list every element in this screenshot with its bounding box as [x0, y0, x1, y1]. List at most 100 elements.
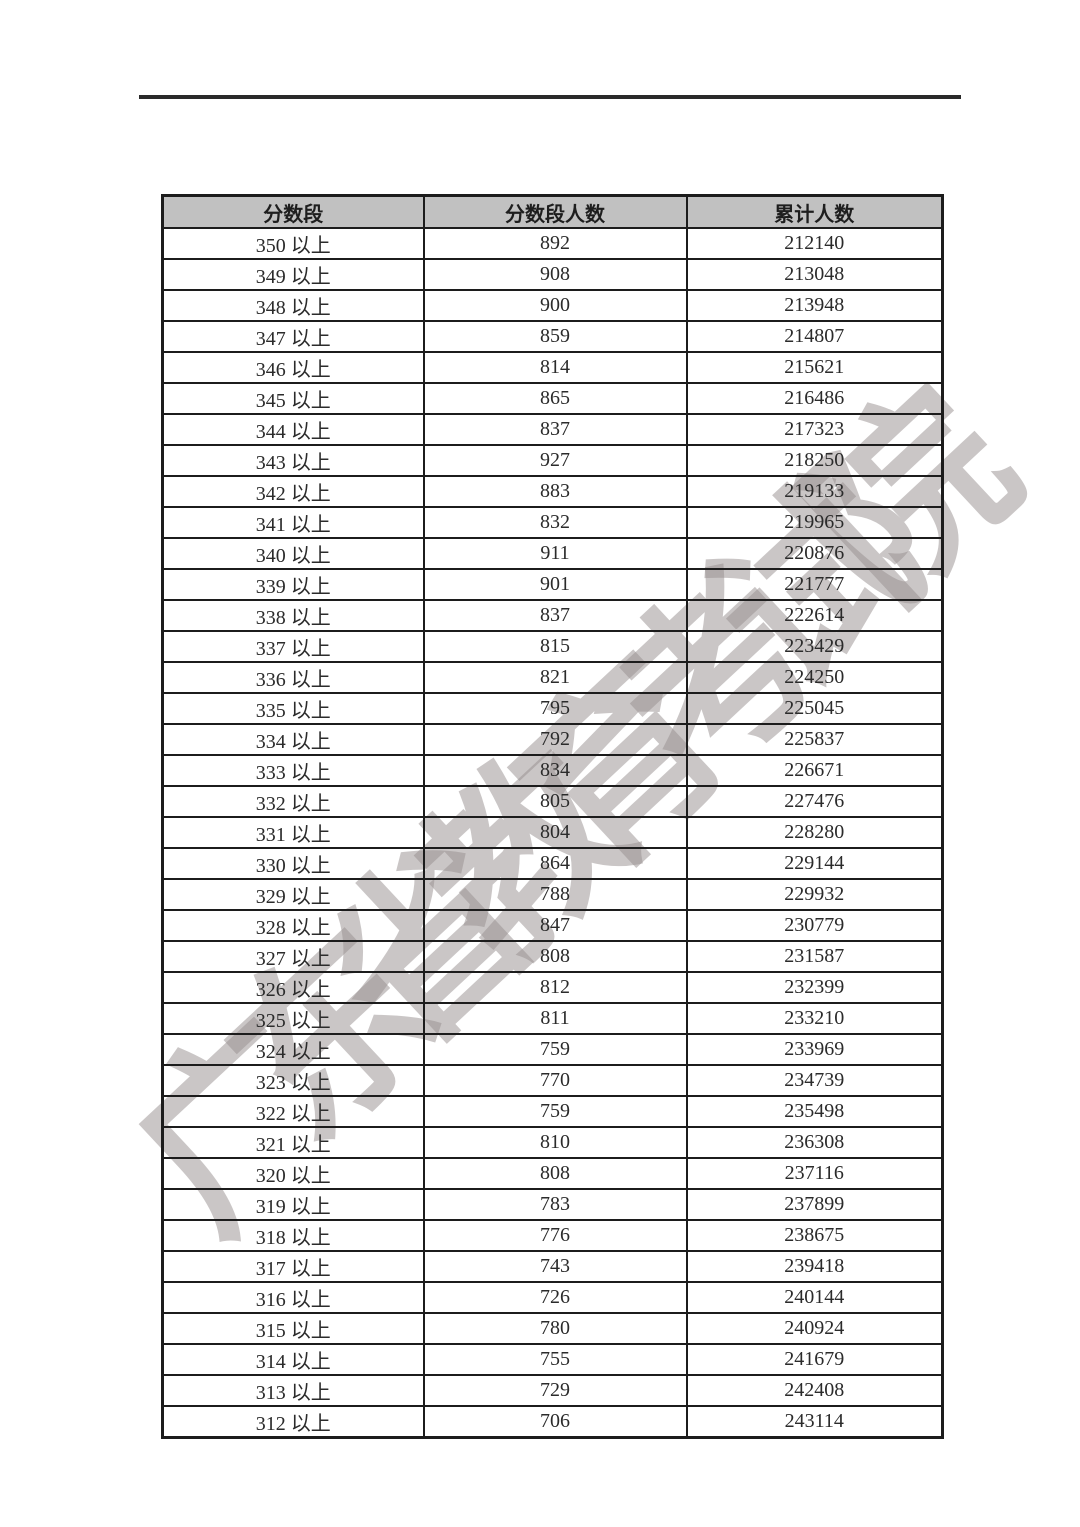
score-range-cell: 335 以上 — [161, 692, 425, 725]
score-range-cell: 318 以上 — [161, 1219, 425, 1252]
table-row: 327 以上 808 231587 — [161, 940, 944, 973]
table-row: 326 以上 812 232399 — [161, 971, 944, 1004]
segment-count-cell: 805 — [422, 785, 688, 818]
score-range-cell: 343 以上 — [161, 444, 425, 477]
segment-count-cell: 810 — [422, 1126, 688, 1159]
header-segment-count: 分数段人数 — [422, 194, 688, 229]
table-row: 341 以上 832 219965 — [161, 506, 944, 539]
table-row: 323 以上 770 234739 — [161, 1064, 944, 1097]
cumulative-count-cell: 243114 — [685, 1405, 944, 1439]
score-range-cell: 316 以上 — [161, 1281, 425, 1314]
table-row: 313 以上 729 242408 — [161, 1374, 944, 1407]
score-range-cell: 330 以上 — [161, 847, 425, 880]
score-range-cell: 350 以上 — [161, 227, 425, 260]
score-range-cell: 321 以上 — [161, 1126, 425, 1159]
cumulative-count-cell: 228280 — [685, 816, 944, 849]
score-range-cell: 349 以上 — [161, 258, 425, 291]
segment-count-cell: 865 — [422, 382, 688, 415]
score-range-cell: 319 以上 — [161, 1188, 425, 1221]
cumulative-count-cell: 222614 — [685, 599, 944, 632]
segment-count-cell: 811 — [422, 1002, 688, 1035]
score-range-cell: 329 以上 — [161, 878, 425, 911]
score-range-cell: 323 以上 — [161, 1064, 425, 1097]
segment-count-cell: 743 — [422, 1250, 688, 1283]
cumulative-count-cell: 241679 — [685, 1343, 944, 1376]
score-range-cell: 324 以上 — [161, 1033, 425, 1066]
table-row: 322 以上 759 235498 — [161, 1095, 944, 1128]
table-row: 339 以上 901 221777 — [161, 568, 944, 601]
table-row: 316 以上 726 240144 — [161, 1281, 944, 1314]
cumulative-count-cell: 229144 — [685, 847, 944, 880]
cumulative-count-cell: 221777 — [685, 568, 944, 601]
table-header-row: 分数段 分数段人数 累计人数 — [161, 194, 944, 229]
segment-count-cell: 795 — [422, 692, 688, 725]
score-range-cell: 326 以上 — [161, 971, 425, 1004]
table-row: 334 以上 792 225837 — [161, 723, 944, 756]
cumulative-count-cell: 214807 — [685, 320, 944, 353]
segment-count-cell: 864 — [422, 847, 688, 880]
cumulative-count-cell: 240924 — [685, 1312, 944, 1345]
segment-count-cell: 770 — [422, 1064, 688, 1097]
cumulative-count-cell: 219965 — [685, 506, 944, 539]
score-range-cell: 342 以上 — [161, 475, 425, 508]
table-row: 325 以上 811 233210 — [161, 1002, 944, 1035]
segment-count-cell: 759 — [422, 1033, 688, 1066]
score-range-cell: 347 以上 — [161, 320, 425, 353]
score-range-cell: 322 以上 — [161, 1095, 425, 1128]
score-range-cell: 315 以上 — [161, 1312, 425, 1345]
cumulative-count-cell: 237116 — [685, 1157, 944, 1190]
score-range-cell: 338 以上 — [161, 599, 425, 632]
score-range-cell: 331 以上 — [161, 816, 425, 849]
cumulative-count-cell: 213048 — [685, 258, 944, 291]
segment-count-cell: 859 — [422, 320, 688, 353]
score-range-cell: 334 以上 — [161, 723, 425, 756]
segment-count-cell: 911 — [422, 537, 688, 570]
segment-count-cell: 808 — [422, 940, 688, 973]
cumulative-count-cell: 216486 — [685, 382, 944, 415]
cumulative-count-cell: 240144 — [685, 1281, 944, 1314]
score-range-cell: 313 以上 — [161, 1374, 425, 1407]
table-row: 320 以上 808 237116 — [161, 1157, 944, 1190]
score-range-cell: 337 以上 — [161, 630, 425, 663]
cumulative-count-cell: 225045 — [685, 692, 944, 725]
table-row: 346 以上 814 215621 — [161, 351, 944, 384]
table-row: 348 以上 900 213948 — [161, 289, 944, 322]
score-range-cell: 332 以上 — [161, 785, 425, 818]
cumulative-count-cell: 225837 — [685, 723, 944, 756]
segment-count-cell: 837 — [422, 599, 688, 632]
score-distribution-table: 分数段 分数段人数 累计人数 350 以上 892 212140 349 以上 908 2… — [161, 194, 944, 1439]
score-range-cell: 312 以上 — [161, 1405, 425, 1439]
table-row: 337 以上 815 223429 — [161, 630, 944, 663]
table-row: 349 以上 908 213048 — [161, 258, 944, 291]
score-range-cell: 345 以上 — [161, 382, 425, 415]
segment-count-cell: 883 — [422, 475, 688, 508]
cumulative-count-cell: 236308 — [685, 1126, 944, 1159]
score-range-cell: 333 以上 — [161, 754, 425, 787]
cumulative-count-cell: 233210 — [685, 1002, 944, 1035]
table-row: 328 以上 847 230779 — [161, 909, 944, 942]
segment-count-cell: 927 — [422, 444, 688, 477]
score-range-cell: 325 以上 — [161, 1002, 425, 1035]
cumulative-count-cell: 237899 — [685, 1188, 944, 1221]
segment-count-cell: 908 — [422, 258, 688, 291]
table-body: 350 以上 892 212140 349 以上 908 213048 348 以上 900 2… — [161, 227, 944, 1439]
score-range-cell: 336 以上 — [161, 661, 425, 694]
segment-count-cell: 821 — [422, 661, 688, 694]
cumulative-count-cell: 232399 — [685, 971, 944, 1004]
cumulative-count-cell: 213948 — [685, 289, 944, 322]
table-row: 324 以上 759 233969 — [161, 1033, 944, 1066]
score-range-cell: 317 以上 — [161, 1250, 425, 1283]
segment-count-cell: 729 — [422, 1374, 688, 1407]
score-range-cell: 341 以上 — [161, 506, 425, 539]
segment-count-cell: 759 — [422, 1095, 688, 1128]
table-row: 321 以上 810 236308 — [161, 1126, 944, 1159]
cumulative-count-cell: 229932 — [685, 878, 944, 911]
score-range-cell: 348 以上 — [161, 289, 425, 322]
cumulative-count-cell: 226671 — [685, 754, 944, 787]
cumulative-count-cell: 218250 — [685, 444, 944, 477]
page-header-rule — [139, 95, 961, 99]
table-row: 317 以上 743 239418 — [161, 1250, 944, 1283]
table-row: 319 以上 783 237899 — [161, 1188, 944, 1221]
table-row: 347 以上 859 214807 — [161, 320, 944, 353]
